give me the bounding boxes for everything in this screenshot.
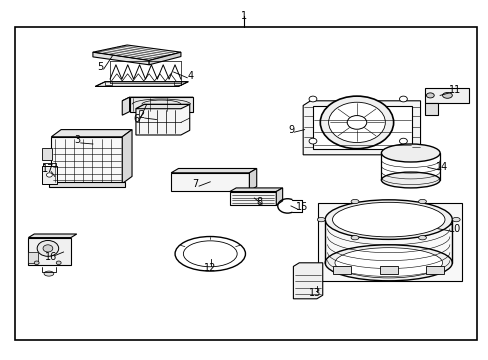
Bar [41,166,57,184]
Bar [379,266,397,274]
Bar [28,252,38,263]
Polygon shape [122,97,129,115]
Text: 10: 10 [447,224,460,234]
Bar [41,148,52,160]
Text: 6: 6 [133,114,139,124]
Text: 11: 11 [447,85,460,95]
Text: 17: 17 [41,164,54,174]
Bar [426,266,443,274]
Polygon shape [303,101,420,155]
Polygon shape [129,97,193,112]
Ellipse shape [320,96,393,149]
Text: 12: 12 [203,263,216,273]
Text: 8: 8 [256,197,262,207]
Ellipse shape [451,217,459,222]
Polygon shape [425,103,437,115]
Text: 16: 16 [45,252,58,262]
Polygon shape [49,182,124,187]
Polygon shape [95,82,188,86]
Polygon shape [93,45,181,60]
Polygon shape [149,52,181,65]
Ellipse shape [399,96,407,102]
Polygon shape [122,97,193,101]
Ellipse shape [381,144,439,162]
Ellipse shape [325,200,451,239]
Ellipse shape [418,199,426,204]
Ellipse shape [34,261,39,265]
Polygon shape [93,52,149,65]
Bar [15,27,476,340]
Ellipse shape [325,245,451,281]
Polygon shape [28,238,71,265]
Ellipse shape [332,202,444,237]
Ellipse shape [46,173,52,177]
Polygon shape [249,168,256,191]
Polygon shape [229,188,282,192]
Polygon shape [28,234,77,238]
Polygon shape [293,263,322,299]
Text: 9: 9 [287,125,293,135]
Ellipse shape [418,235,426,240]
Polygon shape [51,137,122,184]
Ellipse shape [308,138,316,144]
Ellipse shape [175,237,245,271]
Ellipse shape [56,261,61,265]
Ellipse shape [350,199,358,204]
Text: 3: 3 [74,135,80,145]
Ellipse shape [381,172,439,188]
Polygon shape [229,192,276,205]
Ellipse shape [43,245,53,252]
Ellipse shape [399,138,407,144]
Ellipse shape [346,116,366,129]
Ellipse shape [308,96,316,102]
Polygon shape [276,188,282,205]
Text: 13: 13 [308,288,321,298]
Polygon shape [51,130,132,137]
Ellipse shape [442,93,451,98]
Text: 15: 15 [295,202,307,212]
Text: 7: 7 [192,179,198,189]
Ellipse shape [328,102,385,143]
Ellipse shape [334,248,442,278]
Ellipse shape [317,217,325,222]
Ellipse shape [350,235,358,240]
Polygon shape [171,168,256,173]
Text: 4: 4 [187,71,193,81]
Polygon shape [122,130,132,184]
Polygon shape [425,88,468,103]
Polygon shape [312,106,411,149]
Ellipse shape [37,240,59,256]
Text: 2: 2 [139,110,144,120]
Text: 1: 1 [241,11,247,21]
Ellipse shape [44,271,54,276]
Polygon shape [136,104,189,135]
Polygon shape [317,203,461,281]
Ellipse shape [426,93,433,98]
Polygon shape [171,173,249,191]
Text: 5: 5 [97,62,103,72]
Text: 14: 14 [435,162,448,172]
Bar [333,266,350,274]
Polygon shape [136,104,189,109]
Ellipse shape [183,241,237,267]
